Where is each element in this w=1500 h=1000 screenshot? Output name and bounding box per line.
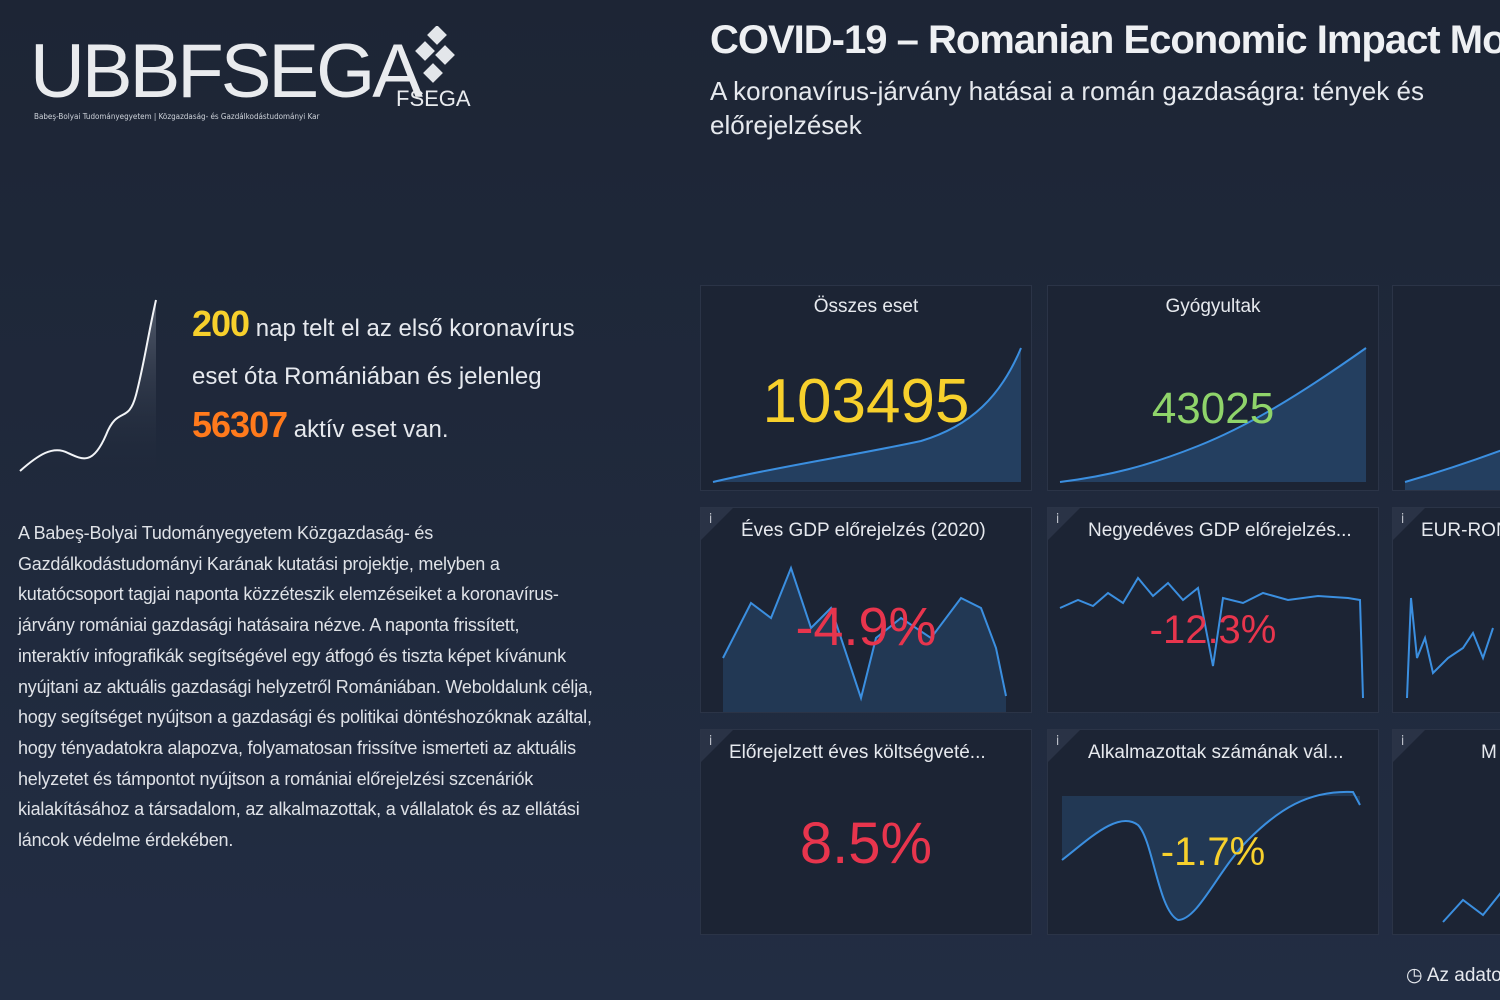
sparkline	[712, 347, 1022, 483]
active-count: 56307	[192, 404, 288, 445]
tile[interactable]: i M	[1392, 729, 1500, 935]
footer-link[interactable]: ◷ Az adatok	[1406, 964, 1500, 987]
tile-title: Előrejelzett éves költségveté...	[729, 742, 986, 763]
tile[interactable]: i Előrejelzett éves költségveté... 8.5%	[700, 729, 1032, 935]
tile-value: -4.9%	[795, 597, 937, 657]
info-corner	[1393, 508, 1425, 540]
badge-icon	[415, 26, 455, 83]
tile-title: Negyedéves GDP előrejelzés...	[1088, 520, 1352, 541]
intro-text: nap telt el az első koronavírus eset óta…	[192, 315, 575, 390]
subtitle: A koronavírus-járvány hatásai a román ga…	[710, 76, 1424, 140]
tile-value: -12.3%	[1149, 608, 1277, 652]
tile-value: 8.5%	[799, 811, 933, 876]
sparkline	[1059, 347, 1367, 483]
intro-sparkline	[19, 299, 157, 480]
info-icon[interactable]: i	[1056, 734, 1060, 749]
info-icon[interactable]: i	[1401, 512, 1405, 527]
sparkline	[1061, 790, 1361, 922]
tile[interactable]: i EUR-RON	[1392, 507, 1500, 713]
tile[interactable]: Összes eset 103495	[700, 285, 1032, 491]
footer-text: Az adatok	[1426, 965, 1500, 986]
info-corner	[1393, 730, 1425, 762]
sparkline	[1404, 449, 1500, 490]
info-icon[interactable]: i	[1401, 734, 1405, 749]
info-corner	[1048, 730, 1080, 762]
days-count: 200	[192, 303, 250, 344]
intro-text: aktív eset van.	[293, 416, 449, 443]
info-corner	[1048, 508, 1080, 540]
clock-icon: ◷	[1406, 965, 1423, 986]
tile-title: Összes eset	[813, 296, 919, 317]
info-corner	[701, 730, 733, 762]
logo: UBBFSEGA	[30, 29, 423, 114]
info-icon[interactable]: i	[709, 734, 713, 749]
tile[interactable]: i Alkalmazottak számának vál... -1.7%	[1047, 729, 1379, 935]
tile-title: M	[1481, 742, 1497, 763]
intro: 200 nap telt el az első koronavírus eset…	[192, 300, 592, 454]
tile[interactable]: Gyógyultak 43025	[1047, 285, 1379, 491]
tile[interactable]: i Negyedéves GDP előrejelzés... -12.3%	[1047, 507, 1379, 713]
sparkline	[1406, 597, 1494, 699]
tile-value: 43025	[1151, 384, 1275, 433]
badge: FSEGA	[396, 86, 471, 111]
tile-value: 103495	[762, 367, 970, 436]
sparkline	[722, 565, 1007, 712]
tile-title: Alkalmazottak számának vál...	[1088, 742, 1344, 763]
logo-caption: Babeş-Bolyai Tudományegyetem | Közgazdas…	[34, 112, 320, 121]
tile-title: Éves GDP előrejelzés (2020)	[741, 520, 986, 541]
info-icon[interactable]: i	[709, 512, 713, 527]
info-corner	[701, 508, 733, 540]
title: COVID-19 – Romanian Economic Impact Moni…	[710, 18, 1500, 62]
sparkline	[1442, 892, 1500, 923]
tile-value: -1.7%	[1160, 830, 1266, 874]
info-icon[interactable]: i	[1056, 512, 1060, 527]
tile[interactable]: i Éves GDP előrejelzés (2020) -4.9%	[700, 507, 1032, 713]
description: A Babeş-Bolyai Tudományegyetem Közgazdas…	[18, 523, 593, 851]
sparkline	[1059, 576, 1364, 699]
tile[interactable]	[1392, 285, 1500, 491]
tile-title: Gyógyultak	[1165, 296, 1261, 317]
tile-title: EUR-RON	[1421, 520, 1500, 541]
